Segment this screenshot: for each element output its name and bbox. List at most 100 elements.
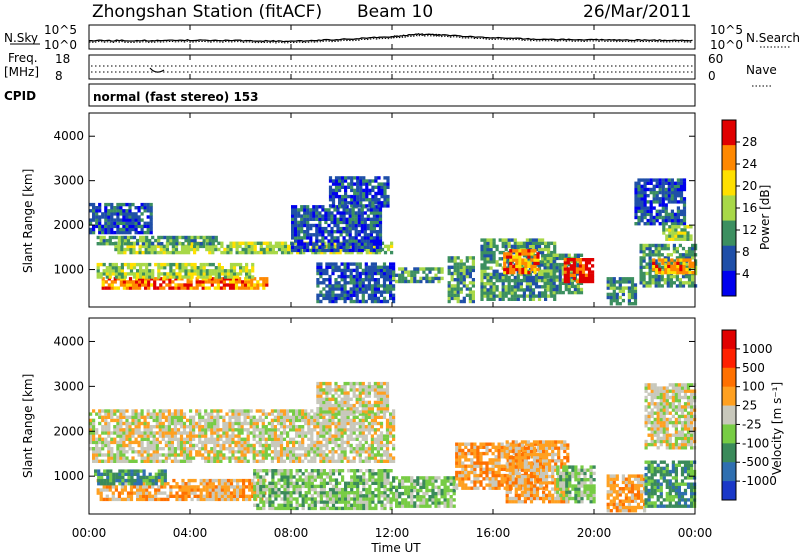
heatmap-cell bbox=[131, 447, 135, 451]
heatmap-cell bbox=[660, 284, 664, 288]
heatmap-cell bbox=[117, 269, 121, 273]
heatmap-cell bbox=[148, 242, 152, 246]
heatmap-cell bbox=[327, 242, 331, 246]
heatmap-cell bbox=[516, 278, 520, 283]
heatmap-cell bbox=[243, 428, 247, 432]
heatmap-cell bbox=[379, 447, 384, 451]
heatmap-cell bbox=[300, 242, 304, 246]
heatmap-cell bbox=[353, 204, 357, 208]
heatmap-cell bbox=[165, 250, 169, 255]
heatmap-cell bbox=[563, 267, 567, 271]
heatmap-cell bbox=[142, 242, 146, 246]
heatmap-cell bbox=[126, 238, 131, 243]
heatmap-cell bbox=[113, 277, 117, 281]
heatmap-cell bbox=[137, 453, 141, 457]
heatmap-cell bbox=[654, 262, 658, 266]
heatmap-cell bbox=[316, 415, 320, 419]
heatmap-cell bbox=[169, 262, 173, 267]
heatmap-cell bbox=[242, 491, 246, 495]
heatmap-cell bbox=[228, 425, 232, 429]
heatmap-cell bbox=[114, 488, 118, 492]
heatmap-cell bbox=[132, 242, 137, 246]
heatmap-cell bbox=[113, 409, 117, 413]
heatmap-cell bbox=[507, 291, 511, 295]
heatmap-cell bbox=[211, 235, 215, 240]
heatmap-cell bbox=[489, 238, 493, 242]
heatmap-cell bbox=[383, 250, 388, 255]
heatmap-cell bbox=[104, 409, 108, 413]
heatmap-cell bbox=[159, 250, 163, 255]
heatmap-cell bbox=[316, 400, 320, 405]
heatmap-cell bbox=[264, 431, 268, 435]
heatmap-cell bbox=[178, 242, 182, 246]
heatmap-cell bbox=[306, 233, 310, 237]
heatmap-cell bbox=[319, 456, 323, 460]
heatmap-cell bbox=[691, 261, 695, 265]
heatmap-cell bbox=[351, 223, 355, 228]
heatmap-cell bbox=[691, 250, 695, 254]
heatmap-cell bbox=[119, 212, 123, 216]
heatmap-cell bbox=[131, 421, 135, 426]
heatmap-cell bbox=[377, 188, 381, 193]
heatmap-cell bbox=[210, 425, 214, 429]
heatmap-cell bbox=[370, 290, 374, 294]
heatmap-cell bbox=[300, 239, 304, 243]
heatmap-cell bbox=[492, 254, 496, 258]
heatmap-cell bbox=[180, 250, 185, 255]
heatmap-cell bbox=[677, 234, 681, 238]
heatmap-cell bbox=[166, 494, 170, 498]
heatmap-cell bbox=[110, 209, 114, 213]
heatmap-cell bbox=[170, 437, 174, 441]
heatmap-cell bbox=[385, 447, 390, 451]
heatmap-cell bbox=[343, 397, 347, 401]
heatmap-cell bbox=[385, 440, 390, 445]
heatmap-cell bbox=[327, 217, 331, 221]
heatmap-cell bbox=[232, 275, 237, 279]
heatmap-cell bbox=[646, 218, 650, 223]
heatmap-cell bbox=[531, 288, 536, 292]
heatmap-cell bbox=[95, 209, 99, 213]
heatmap-cell bbox=[340, 440, 344, 445]
heatmap-cell bbox=[270, 440, 274, 445]
heatmap-cell bbox=[220, 272, 224, 276]
heatmap-cell bbox=[148, 485, 152, 489]
heatmap-cell bbox=[369, 211, 373, 215]
heatmap-cell bbox=[179, 434, 184, 438]
heatmap-cell bbox=[116, 224, 120, 229]
heatmap-cell bbox=[358, 262, 362, 266]
heatmap-cell bbox=[189, 434, 193, 438]
heatmap-cell bbox=[486, 297, 490, 301]
heatmap-cell bbox=[178, 266, 182, 270]
heatmap-cell bbox=[528, 285, 533, 289]
heatmap-cell bbox=[178, 235, 182, 240]
heatmap-cell bbox=[624, 280, 628, 284]
heatmap-cell bbox=[480, 275, 484, 280]
heatmap-cell bbox=[359, 194, 363, 199]
heatmap-cell bbox=[676, 209, 680, 213]
heatmap-cell bbox=[198, 418, 202, 423]
heatmap-cell bbox=[340, 431, 344, 435]
heatmap-cell bbox=[319, 262, 323, 266]
heatmap-cell bbox=[331, 418, 335, 423]
heatmap-cell bbox=[353, 182, 357, 186]
heatmap-cell bbox=[357, 211, 361, 215]
heatmap-cell bbox=[352, 268, 356, 273]
heatmap-cell bbox=[328, 437, 332, 441]
heatmap-cell bbox=[210, 418, 214, 423]
heatmap-cell bbox=[216, 434, 220, 438]
heatmap-cell bbox=[132, 235, 137, 240]
heatmap-cell bbox=[210, 440, 214, 445]
heatmap-cell bbox=[213, 425, 217, 429]
heatmap-cell bbox=[331, 201, 336, 205]
heatmap-cell bbox=[252, 456, 256, 460]
heatmap-cell bbox=[170, 415, 174, 419]
heatmap-cell bbox=[663, 281, 667, 285]
heatmap-cell bbox=[131, 412, 135, 416]
heatmap-cell bbox=[365, 185, 369, 189]
heatmap-cell bbox=[229, 275, 234, 279]
heatmap-cell bbox=[107, 434, 111, 438]
heatmap-cell bbox=[367, 459, 371, 463]
heatmap-cell bbox=[358, 425, 362, 429]
heatmap-cell bbox=[328, 431, 332, 435]
heatmap-cell bbox=[114, 485, 118, 489]
